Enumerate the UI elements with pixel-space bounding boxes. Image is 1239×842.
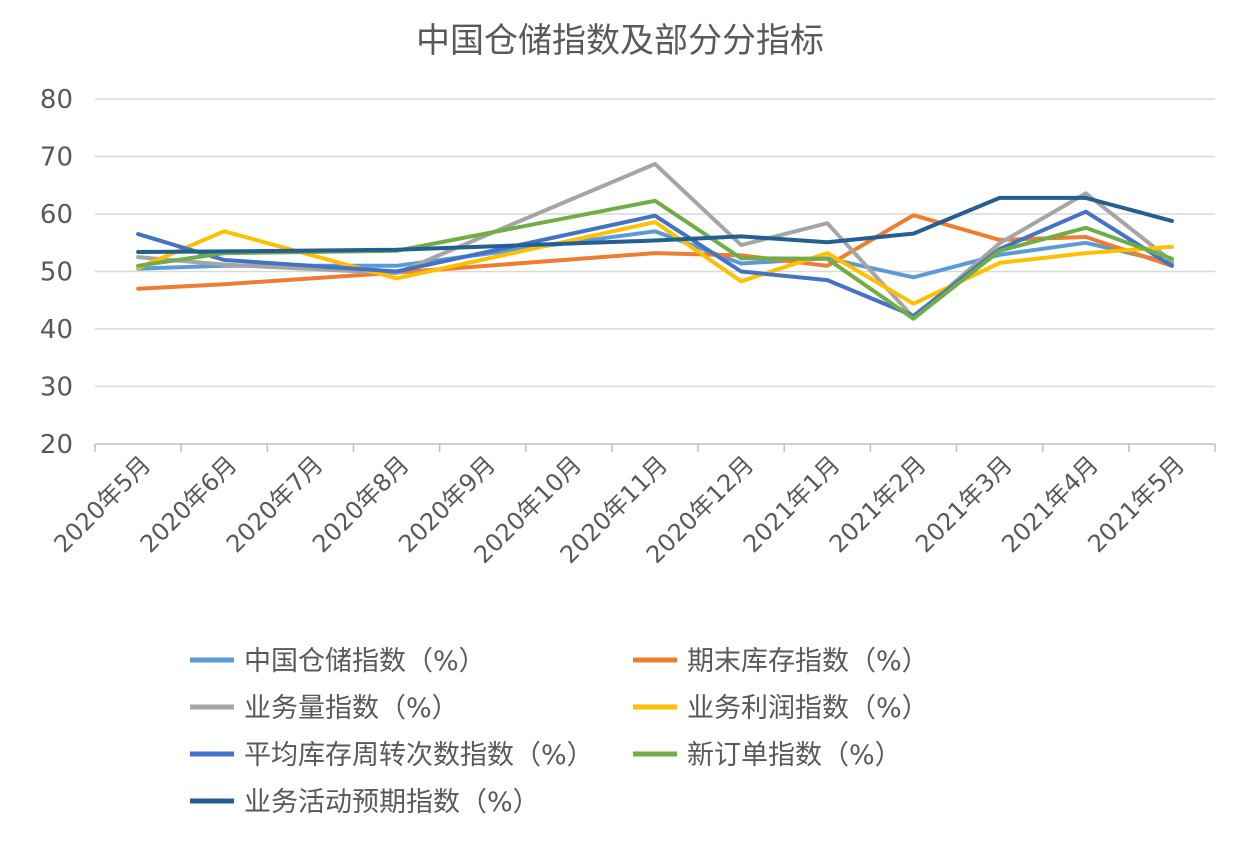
y-tick-label: 80	[40, 85, 73, 115]
series-lines	[136, 162, 1174, 321]
legend-label: 业务量指数（%）	[244, 693, 459, 724]
y-tick-label: 30	[40, 373, 73, 403]
y-tick-label: 60	[40, 200, 73, 230]
y-tick-label: 40	[40, 315, 73, 345]
legend-label: 平均库存周转次数指数（%）	[244, 740, 594, 771]
series-line-6	[136, 195, 1174, 254]
legend-label: 中国仓储指数（%）	[244, 646, 486, 677]
y-tick-label: 20	[40, 430, 73, 460]
series-line-4	[136, 209, 1174, 318]
y-tick-label: 70	[40, 143, 73, 173]
gridlines	[95, 98, 1215, 388]
series-line-3	[136, 220, 1174, 306]
axes: 203040506070802020年5月2020年6月2020年7月2020年…	[40, 85, 1216, 569]
y-tick-label: 50	[40, 258, 73, 288]
legend-label: 期末库存指数（%）	[687, 646, 929, 677]
legend-label: 新订单指数（%）	[687, 740, 902, 771]
legend-label: 业务活动预期指数（%）	[244, 787, 540, 818]
legend: 中国仓储指数（%） 期末库存指数（%） 业务量指数（%） 业务利润指数（%） 平均库存周…	[190, 646, 929, 818]
legend-label: 业务利润指数（%）	[687, 693, 929, 724]
chart-title: 中国仓储指数及部分分指标	[416, 21, 824, 61]
series-line-2	[136, 162, 1174, 320]
